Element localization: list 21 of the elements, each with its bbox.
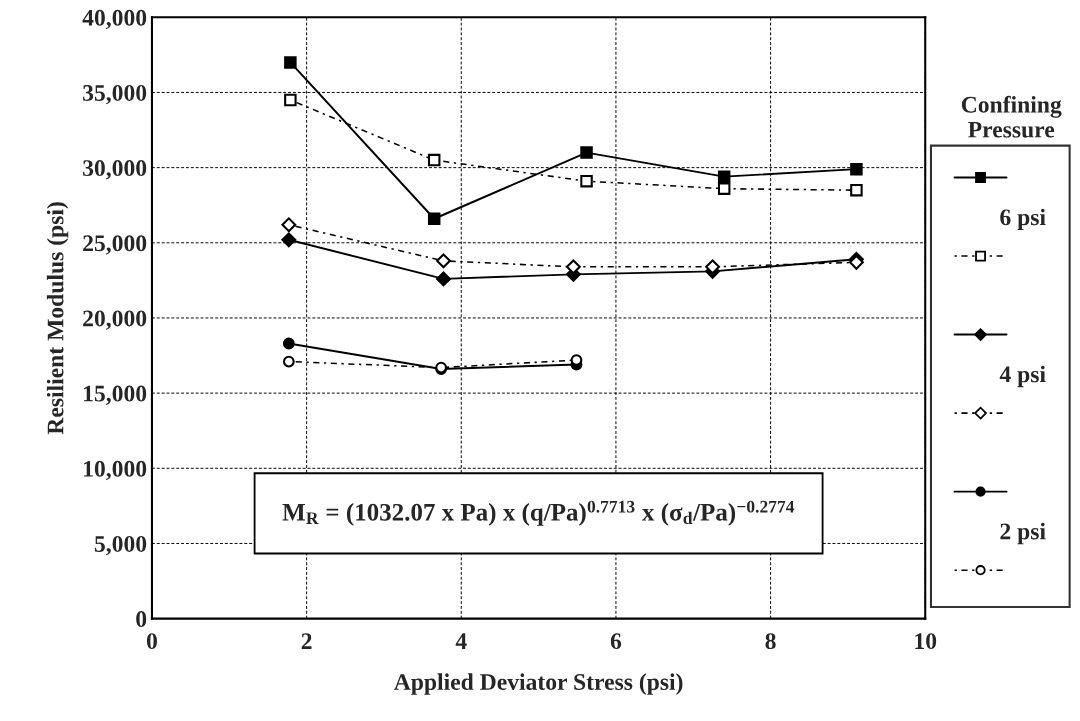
- x-tick-label: 2: [301, 633, 312, 649]
- x-tick-label: 8: [765, 633, 776, 650]
- legend-label: 4 psi: [999, 365, 1046, 388]
- legend-label: 2 psi: [1000, 522, 1046, 545]
- x-axis-title: Applied Deviator Stress (psi): [393, 673, 683, 695]
- y-tick-label: 0: [136, 611, 147, 628]
- legend-title: Confining Pressure: [961, 95, 1062, 138]
- y-tick-label: 30,000: [83, 160, 147, 180]
- legend-label: 6 psi: [1000, 208, 1046, 231]
- y-tick-label: 25,000: [83, 235, 147, 255]
- y-tick-label: 40,000: [82, 9, 147, 30]
- y-tick-label: 35,000: [83, 84, 147, 105]
- y-tick-label: 15,000: [84, 385, 147, 405]
- x-tick-label: 4: [455, 633, 467, 649]
- annotation: M$_{R}$ = (1032.07 x Pa) x (q/Pa)$^{0.7713}$ x (σ$_{d}$/Pa)$^{−0.2774}$: [282, 500, 795, 526]
- y-tick-label: 5,000: [94, 535, 147, 556]
- y-axis-title: Resilient Modulus (psi): [46, 202, 69, 435]
- x-tick-label: 10: [915, 633, 937, 650]
- x-tick-label: 6: [610, 633, 622, 650]
- y-tick-label: 10,000: [84, 460, 147, 481]
- y-tick-label: 20,000: [83, 310, 147, 330]
